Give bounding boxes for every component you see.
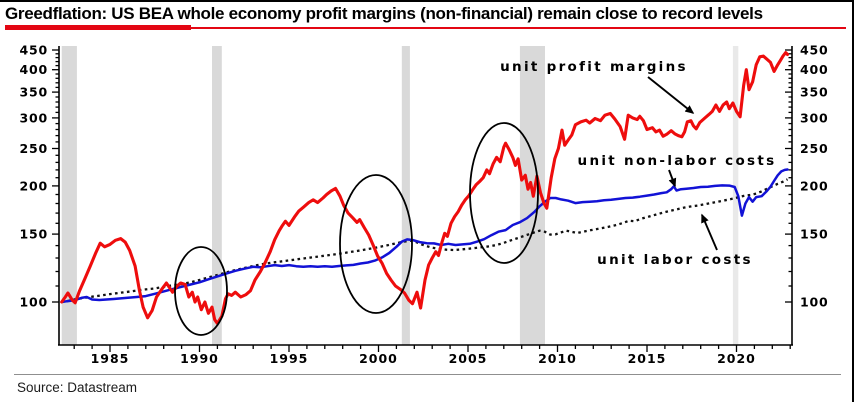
svg-text:150: 150 [800, 227, 829, 242]
svg-text:200: 200 [20, 178, 49, 193]
svg-text:150: 150 [20, 227, 49, 242]
series-line-unit-non-labor-costs [60, 168, 789, 304]
recession-band [401, 46, 410, 345]
series-line-unit-profit-margins [60, 51, 790, 325]
recession-band [61, 46, 77, 345]
title-underline-thin [191, 27, 846, 29]
svg-text:300: 300 [20, 110, 49, 125]
series-label: unit non-labor costs [578, 153, 777, 169]
svg-text:400: 400 [20, 62, 49, 77]
x-axis-ticks [73, 345, 791, 352]
svg-text:2000: 2000 [359, 351, 398, 366]
page-title: Greedflation: US BEA whole economy profi… [5, 4, 763, 23]
svg-text:200: 200 [800, 178, 829, 193]
svg-text:2005: 2005 [449, 351, 488, 366]
axes [58, 46, 793, 346]
svg-text:2010: 2010 [538, 351, 577, 366]
svg-text:450: 450 [20, 43, 49, 58]
annotation-ellipse [174, 246, 228, 336]
right-border [852, 0, 854, 402]
title-underline-thick [5, 25, 191, 30]
recession-band [732, 46, 739, 345]
svg-text:1985: 1985 [91, 351, 130, 366]
annotation-arrow [701, 213, 718, 251]
top-border [0, 0, 854, 2]
svg-text:2020: 2020 [717, 351, 756, 366]
annotation-ellipse [469, 122, 539, 264]
svg-text:300: 300 [800, 110, 829, 125]
x-axis-labels: 1985 1990 1995 2000 2005 2010 2015 2020 [91, 351, 756, 366]
svg-text:250: 250 [20, 141, 49, 156]
y-axis-labels: 100 100 150 150 200 200 250 250 300 300 350 350 400 4… [20, 43, 829, 310]
annotation-ellipse [339, 174, 413, 314]
source-divider [14, 374, 841, 375]
svg-text:1990: 1990 [180, 351, 219, 366]
source-text: Source: Datastream [17, 380, 138, 395]
svg-text:450: 450 [800, 43, 829, 58]
recession-band [212, 46, 222, 345]
svg-text:350: 350 [20, 85, 49, 100]
annotation-arrow [647, 76, 695, 114]
svg-text:2015: 2015 [628, 351, 667, 366]
svg-text:400: 400 [800, 62, 829, 77]
series-label: unit profit margins [500, 59, 688, 75]
svg-text:250: 250 [800, 141, 829, 156]
y-axis-ticks [52, 49, 792, 303]
annotation-arrow [668, 169, 677, 188]
svg-text:100: 100 [800, 295, 829, 310]
series-label: unit labor costs [597, 252, 753, 268]
svg-text:1995: 1995 [270, 351, 309, 366]
svg-text:100: 100 [20, 295, 49, 310]
svg-text:350: 350 [800, 85, 829, 100]
series-line-unit-labor-costs [61, 178, 789, 304]
